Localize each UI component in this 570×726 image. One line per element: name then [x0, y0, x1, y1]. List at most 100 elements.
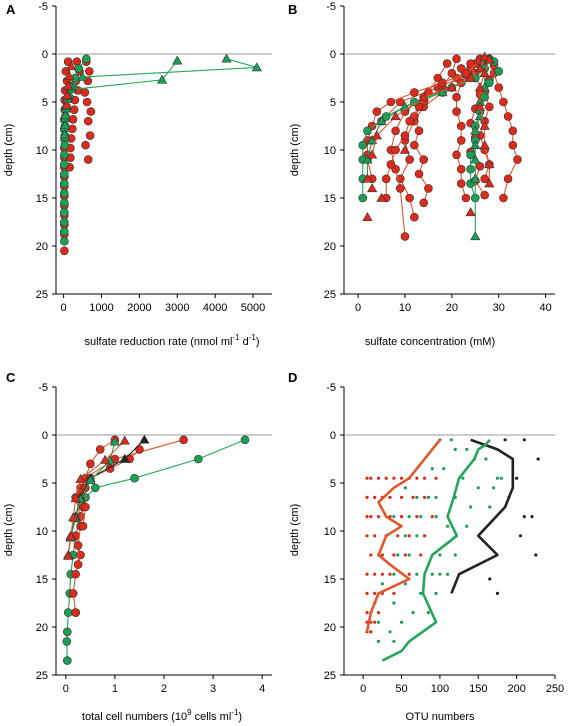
data-point-circle-red — [461, 193, 471, 203]
data-point-circle-red — [419, 155, 429, 164]
data-point-circle-red — [513, 155, 522, 164]
scatter-point-green — [492, 486, 496, 490]
y-tick-label-a: 10 — [36, 145, 48, 157]
scatter-point-green — [392, 572, 396, 576]
data-point-circle-red — [81, 140, 90, 150]
scatter-point-green — [407, 515, 411, 519]
data-point-circle-red — [480, 174, 489, 184]
data-point-circle-red — [95, 445, 105, 454]
y-tick-label-d: 25 — [324, 670, 336, 682]
data-point-circle-red — [452, 107, 461, 116]
data-point-triangle-red — [484, 178, 495, 188]
scatter-point-green — [430, 572, 434, 576]
scatter-point-red — [369, 553, 373, 557]
data-point-circle-red — [410, 88, 419, 97]
data-point-circle-green — [358, 140, 368, 150]
data-point-circle-red — [503, 174, 513, 184]
x-tick-label-b: 20 — [446, 302, 458, 314]
data-point-circle-red — [414, 169, 424, 179]
scatter-point-green — [407, 553, 411, 557]
scatter-point-red — [365, 572, 369, 576]
scatter-point-green — [465, 447, 469, 451]
data-point-triangle-red — [479, 67, 490, 77]
scatter-point-black — [530, 515, 534, 519]
data-point-circle-red — [67, 124, 77, 134]
data-point-circle-red — [452, 54, 461, 64]
data-point-triangle-green — [470, 154, 481, 164]
series-line-green — [64, 58, 258, 135]
x-tick-label-a: 1000 — [89, 302, 113, 314]
scatter-point-red — [373, 620, 377, 624]
data-point-circle-red — [452, 150, 461, 160]
data-point-triangle-red — [66, 61, 77, 71]
x-tick-label-a: 4000 — [203, 302, 227, 314]
data-point-triangle-red — [474, 101, 486, 111]
scatter-point-green — [376, 620, 381, 624]
scatter-point-red — [430, 515, 434, 519]
data-point-triangle-red — [63, 80, 74, 90]
scatter-point-red — [392, 591, 396, 596]
x-tick-label-d: 200 — [507, 683, 525, 695]
data-point-circle-green — [62, 637, 72, 646]
data-point-circle-red — [400, 232, 410, 241]
scatter-point-red — [399, 495, 404, 499]
data-point-circle-red — [86, 459, 95, 469]
data-point-circle-red — [405, 116, 414, 126]
y-tick-label-a: -5 — [38, 1, 48, 13]
data-point-triangle-black — [119, 453, 130, 463]
x-tick-label-b: 0 — [355, 302, 361, 314]
data-point-circle-red — [480, 190, 489, 200]
data-point-circle-red — [372, 107, 382, 116]
scatter-point-red — [369, 630, 373, 634]
data-point-circle-red — [71, 608, 80, 617]
scatter-point-green — [495, 476, 500, 480]
data-point-circle-red — [475, 162, 485, 171]
data-point-circle-red — [438, 78, 447, 88]
data-point-circle-green — [485, 78, 494, 88]
data-point-circle-red — [73, 541, 83, 550]
data-point-circle-red — [405, 155, 414, 164]
data-point-circle-green — [60, 160, 69, 169]
x-tick-label-d: 50 — [395, 683, 407, 695]
scatter-point-green — [499, 476, 503, 480]
scatter-point-red — [399, 515, 404, 519]
scatter-point-red — [376, 476, 381, 480]
y-tick-label-a: 25 — [36, 289, 48, 301]
y-tick-label-b: 20 — [324, 241, 336, 253]
scatter-point-green — [445, 524, 450, 528]
scatter-point-red — [373, 495, 377, 499]
data-point-triangle-red — [474, 82, 486, 92]
data-point-triangle-green — [251, 62, 262, 72]
scatter-point-green — [403, 534, 407, 538]
data-point-triangle-red — [465, 72, 476, 82]
y-tick-label-b: 15 — [324, 193, 336, 205]
scatter-point-green — [392, 639, 396, 644]
y-tick-label-c: 0 — [42, 430, 48, 442]
scatter-point-green — [461, 476, 465, 480]
scatter-point-black — [522, 515, 526, 519]
scatter-point-red — [376, 515, 381, 519]
data-point-circle-red — [410, 140, 419, 150]
scatter-point-green — [434, 591, 438, 596]
data-point-circle-red — [85, 66, 94, 76]
scatter-point-red — [407, 534, 411, 538]
data-point-circle-red — [60, 246, 69, 256]
data-point-triangle-red — [484, 54, 495, 64]
data-point-circle-red — [82, 97, 92, 107]
scatter-point-black — [518, 534, 523, 538]
data-point-triangle-green — [156, 74, 168, 84]
data-point-triangle-green — [470, 231, 481, 241]
x-tick-label-c: 0 — [63, 683, 69, 695]
x-tick-label-a: 5000 — [241, 302, 265, 314]
series-line-red — [385, 63, 448, 198]
scatter-point-green — [426, 495, 430, 499]
scatter-point-green — [399, 620, 404, 624]
scatter-point-green — [419, 591, 423, 596]
data-point-triangle-red — [418, 91, 429, 101]
data-point-triangle-black — [139, 434, 150, 444]
y-tick-label-b: -5 — [326, 1, 336, 13]
scatter-point-black — [515, 476, 519, 480]
x-tick-label-a: 0 — [61, 302, 67, 314]
scatter-point-red — [392, 476, 396, 480]
series-line-green — [474, 58, 490, 237]
